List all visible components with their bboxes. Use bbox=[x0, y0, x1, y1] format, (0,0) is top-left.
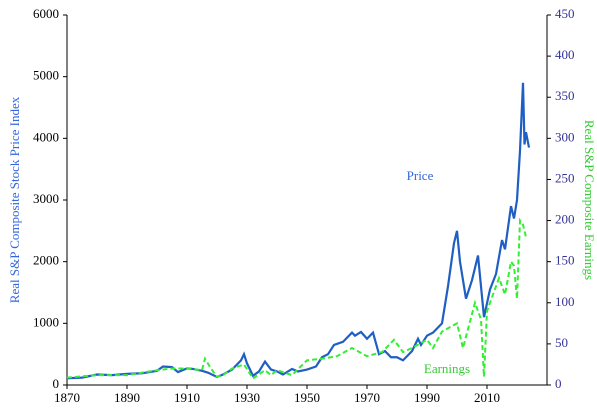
x-tick-label: 1950 bbox=[294, 390, 320, 405]
x-tick-label: 1990 bbox=[414, 390, 440, 405]
y2-tick-label: 400 bbox=[555, 47, 575, 62]
y2-tick-label: 50 bbox=[555, 335, 568, 350]
y-tick-label: 0 bbox=[53, 376, 60, 391]
y2-tick-label: 300 bbox=[555, 129, 575, 144]
y2-tick-label: 200 bbox=[555, 212, 575, 227]
y-tick-label: 3000 bbox=[33, 191, 59, 206]
y2-tick-label: 100 bbox=[555, 294, 575, 309]
x-tick-label: 1890 bbox=[114, 390, 140, 405]
y2-tick-label: 0 bbox=[555, 376, 562, 391]
y2-tick-label: 350 bbox=[555, 88, 575, 103]
price-annotation: Price bbox=[407, 168, 434, 183]
y-tick-label: 2000 bbox=[33, 253, 59, 268]
x-tick-label: 1910 bbox=[174, 390, 200, 405]
y-tick-label: 6000 bbox=[33, 6, 59, 21]
series-line bbox=[66, 217, 527, 380]
earnings-annotation: Earnings bbox=[424, 361, 470, 376]
x-tick-label: 2010 bbox=[474, 390, 500, 405]
y-tick-label: 5000 bbox=[33, 68, 59, 83]
x-tick-label: 1970 bbox=[354, 390, 380, 405]
x-tick-label: 1870 bbox=[54, 390, 80, 405]
y-axis-label: Real S&P Composite Stock Price Index bbox=[7, 96, 22, 303]
y-tick-label: 1000 bbox=[33, 314, 59, 329]
y2-tick-label: 250 bbox=[555, 170, 575, 185]
y2-tick-label: 150 bbox=[555, 253, 575, 268]
y2-tick-label: 450 bbox=[555, 6, 575, 21]
series-line bbox=[66, 82, 531, 380]
x-tick-label: 1930 bbox=[234, 390, 260, 405]
y2-axis-label: Real S&P Composite Earnings bbox=[582, 120, 597, 280]
y-tick-label: 4000 bbox=[33, 129, 59, 144]
